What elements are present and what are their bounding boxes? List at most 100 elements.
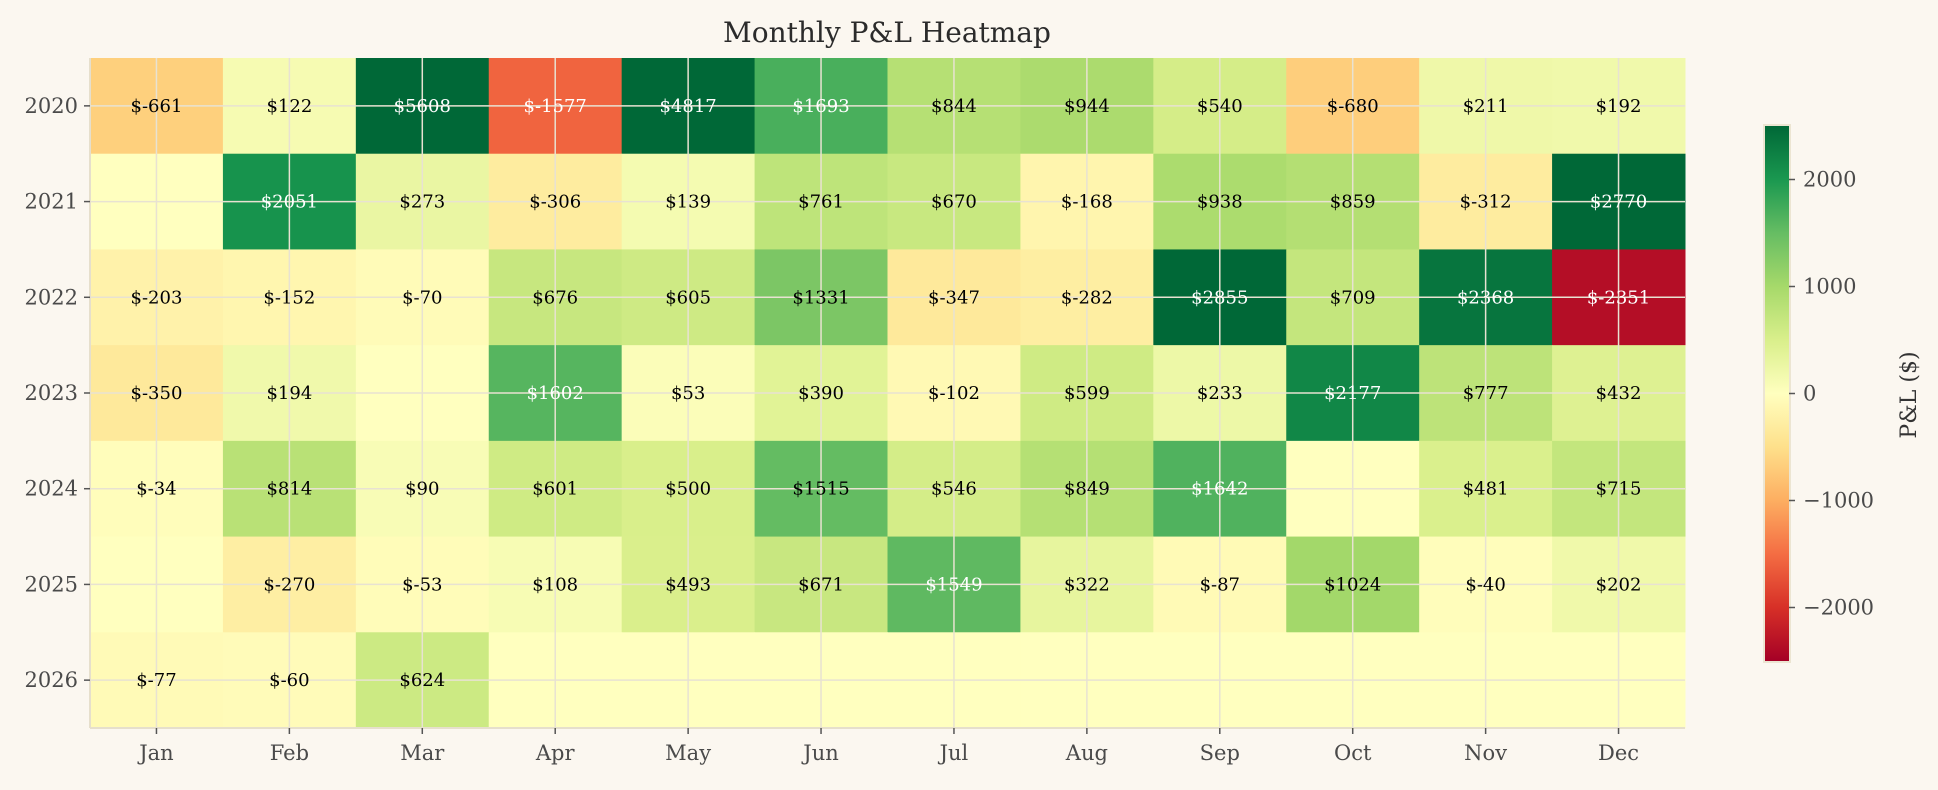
colorbar-tick-label: −2000 xyxy=(1803,596,1874,620)
cell-value-label: $859 xyxy=(1330,192,1376,213)
cell-value-label: $108 xyxy=(532,574,578,595)
cell-value-label: $-70 xyxy=(402,287,442,308)
cell-value-label: $709 xyxy=(1330,287,1376,308)
y-tick-label: 2026 xyxy=(25,668,78,692)
cell-value-label: $-2351 xyxy=(1587,287,1650,308)
x-tick-label: Feb xyxy=(270,741,309,765)
cell-value-label: $322 xyxy=(1064,574,1110,595)
y-tick-label: 2024 xyxy=(25,477,78,501)
cell-labels: $-661 $122 $5608 $-1577 $4817 $1693 $844 $944 $5… xyxy=(131,96,1651,691)
cell-value-label: $53 xyxy=(671,383,705,404)
cell-value-label: $-347 xyxy=(928,287,980,308)
cell-value-label: $-203 xyxy=(131,287,183,308)
y-tick-label: 2021 xyxy=(25,190,78,214)
cell-value-label: $1642 xyxy=(1191,479,1248,500)
colorbar-tick-label: −1000 xyxy=(1803,489,1874,513)
cell-value-label: $-77 xyxy=(136,670,176,691)
cell-value-label: $90 xyxy=(405,479,439,500)
cell-value-label: $1549 xyxy=(925,574,982,595)
cell-value-label: $1693 xyxy=(792,96,849,117)
y-tick-label: 2023 xyxy=(25,381,78,405)
cell-value-label: $-306 xyxy=(529,192,581,213)
cell-value-label: $-282 xyxy=(1061,287,1113,308)
cell-value-label: $-270 xyxy=(263,574,315,595)
colorbar-gradient xyxy=(1765,126,1789,661)
cell-value-label: $5608 xyxy=(394,96,451,117)
cell-value-label: $2051 xyxy=(261,192,318,213)
colorbar-tick-label: 0 xyxy=(1803,382,1816,406)
cell-value-label: $601 xyxy=(532,479,578,500)
cell-value-label: $432 xyxy=(1596,383,1642,404)
x-tick-label: Jun xyxy=(801,741,838,765)
y-tick-label: 2020 xyxy=(25,94,78,118)
cell-value-label: $-350 xyxy=(131,383,183,404)
cell-value-label: $2177 xyxy=(1324,383,1381,404)
cell-value-label: $500 xyxy=(665,479,711,500)
cell-value-label: $715 xyxy=(1596,479,1642,500)
x-tick-label: Dec xyxy=(1598,741,1639,765)
cell-value-label: $844 xyxy=(931,96,977,117)
cell-value-label: $849 xyxy=(1064,479,1110,500)
cell-value-label: $540 xyxy=(1197,96,1243,117)
cell-value-label: $2770 xyxy=(1590,192,1647,213)
cell-value-label: $139 xyxy=(665,192,711,213)
cell-value-label: $-87 xyxy=(1200,574,1240,595)
colorbar-label: P&L ($) xyxy=(1897,351,1922,438)
cell-value-label: $-1577 xyxy=(524,96,587,117)
cell-value-label: $-680 xyxy=(1327,96,1379,117)
cell-value-label: $-60 xyxy=(269,670,309,691)
y-tick-label: 2022 xyxy=(25,285,78,309)
cell-value-label: $814 xyxy=(266,479,312,500)
cell-value-label: $599 xyxy=(1064,383,1110,404)
cell-value-label: $233 xyxy=(1197,383,1243,404)
cell-value-label: $777 xyxy=(1463,383,1509,404)
cell-value-label: $-661 xyxy=(131,96,183,117)
cell-value-label: $493 xyxy=(665,574,711,595)
cell-value-label: $2368 xyxy=(1457,287,1514,308)
x-tick-label: Aug xyxy=(1065,741,1108,765)
cell-value-label: $761 xyxy=(798,192,844,213)
cell-value-label: $1515 xyxy=(792,479,849,500)
cell-value-label: $390 xyxy=(798,383,844,404)
cell-value-label: $1331 xyxy=(792,287,849,308)
cell-value-label: $605 xyxy=(665,287,711,308)
x-tick-label: Apr xyxy=(535,741,576,765)
cell-value-label: $2855 xyxy=(1191,287,1248,308)
cell-value-label: $938 xyxy=(1197,192,1243,213)
cell-value-label: $676 xyxy=(532,287,578,308)
cell-value-label: $481 xyxy=(1463,479,1509,500)
axes: Jan Feb Mar Apr May Jun Jul Aug Sep Oct Nov Dec 2020… xyxy=(25,58,1685,765)
cell-value-label: $671 xyxy=(798,574,844,595)
y-tick-label: 2025 xyxy=(25,572,78,596)
cell-value-label: $-34 xyxy=(136,479,176,500)
cell-value-label: $122 xyxy=(266,96,312,117)
cell-value-label: $944 xyxy=(1064,96,1110,117)
grid-lines xyxy=(90,58,1685,728)
cell-value-label: $624 xyxy=(399,670,445,691)
cell-value-label: $-152 xyxy=(263,287,315,308)
x-tick-label: Jul xyxy=(938,741,969,765)
cell-value-label: $-102 xyxy=(928,383,980,404)
cell-value-label: $194 xyxy=(266,383,312,404)
x-tick-label: Oct xyxy=(1334,741,1372,765)
x-tick-label: Nov xyxy=(1464,741,1507,765)
colorbar: 2000 1000 0 −1000 −2000 xyxy=(1763,124,1874,663)
cell-value-label: $-40 xyxy=(1465,574,1505,595)
cell-value-label: $546 xyxy=(931,479,977,500)
x-tick-label: May xyxy=(665,741,711,765)
cell-value-label: $-168 xyxy=(1061,192,1113,213)
x-tick-label: Jan xyxy=(137,741,173,765)
x-tick-label: Sep xyxy=(1200,741,1240,765)
cell-value-label: $1024 xyxy=(1324,574,1381,595)
colorbar-tick-label: 1000 xyxy=(1803,275,1856,299)
colorbar-tick-label: 2000 xyxy=(1803,168,1856,192)
cell-value-label: $-53 xyxy=(402,574,442,595)
cell-value-label: $202 xyxy=(1596,574,1642,595)
cell-value-label: $211 xyxy=(1463,96,1509,117)
cell-value-label: $4817 xyxy=(659,96,716,117)
cell-value-label: $-312 xyxy=(1460,192,1512,213)
cell-value-label: $670 xyxy=(931,192,977,213)
chart-title: Monthly P&L Heatmap xyxy=(723,16,1051,49)
cell-value-label: $1602 xyxy=(527,383,584,404)
